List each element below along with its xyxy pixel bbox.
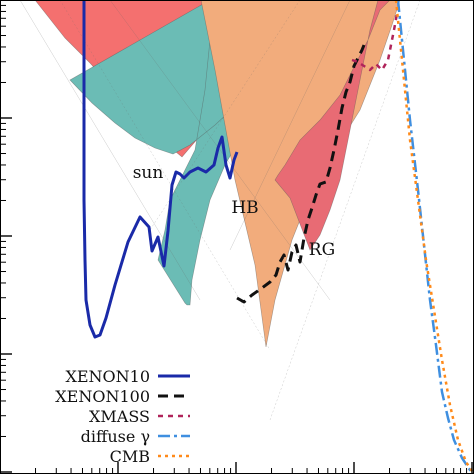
reference-line [109,0,331,301]
legend-label: XENON100 [55,387,150,406]
legend-label: CMB [110,447,150,466]
region-label-rg: RG [309,240,335,260]
region-label-hb: HB [231,198,258,218]
series-line-diffuse- [396,0,474,474]
series-line-xenon100 [236,44,366,304]
data-series [82,0,474,474]
reference-line [149,0,301,231]
reference-line [19,0,201,301]
region-sun [69,0,398,306]
reference-line [229,0,351,251]
reference-line [59,0,271,351]
legend-label: diffuse γ [81,427,150,446]
series-line-cmb [394,0,474,474]
region-labels: sun HB RG [133,163,336,260]
legend-label: XMASS [89,407,150,426]
region-label-sun: sun [133,163,164,183]
legend-label: XENON10 [65,367,150,386]
series-line-xenon10 [82,0,239,339]
constraint-regions [19,0,421,421]
